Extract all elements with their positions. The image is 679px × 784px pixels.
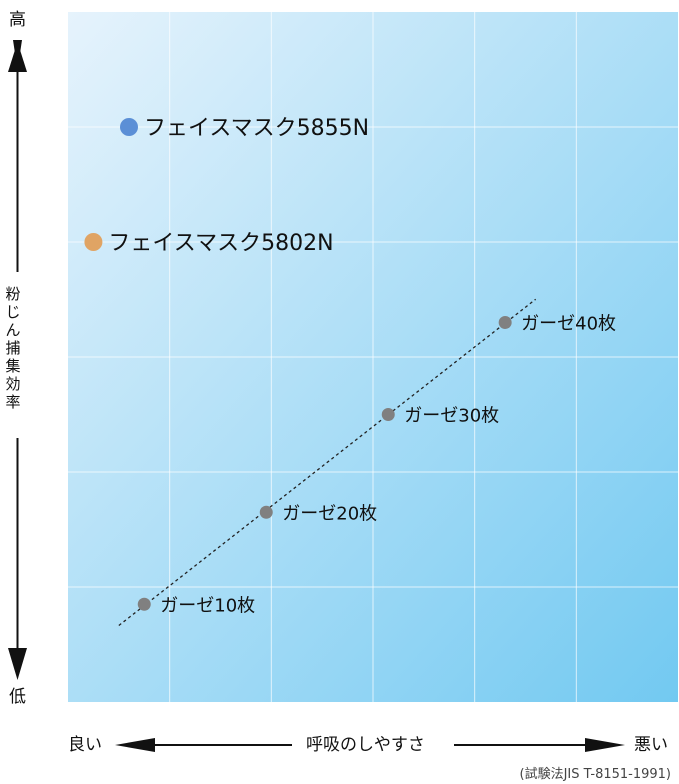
gauze-point-label: ガーゼ10枚 [160,595,255,616]
mask-point [120,118,138,136]
y-axis-title-char: 率 [5,393,21,411]
y-axis-title-char: 効 [5,375,21,393]
gauze-point [137,597,151,611]
gauze-point [259,505,273,519]
y-axis-title-char: 集 [5,357,21,375]
y-axis-title: 粉じん捕集効率 [5,285,21,411]
gridlines [68,12,678,702]
y-axis-title-char: 粉 [5,285,21,303]
y-axis-title-char: ん [5,321,21,339]
test-method-note: (試験法JIS T-8151-1991) [519,767,672,782]
gauze-trendline [118,298,537,627]
x-axis-title: 呼吸のしやすさ [306,735,425,755]
y-axis-bottom-arrowhead [8,648,27,680]
x-axis-right-arrowhead [585,738,625,752]
gauze-point [498,316,512,329]
gauze-point-label: ガーゼ30枚 [404,406,499,427]
y-axis-high-label: 高 [9,10,26,30]
gauze-point-label: ガーゼ40枚 [521,314,616,335]
gauze-point-label: ガーゼ20枚 [282,503,377,524]
y-axis-top-arrowhead [8,42,27,72]
y-axis-title-char: 捕 [5,339,21,357]
mask-point-label: フェイスマスク5802N [108,231,333,256]
y-axis-title-char: じ [5,303,21,321]
mask-point [84,233,103,251]
x-axis-low-label: 良い [68,735,102,755]
x-axis-high-label: 悪い [634,735,668,755]
data-points: フェイスマスク5855N フェイスマスク5802N ガーゼ10枚 ガーゼ20枚 ガーゼ3… [84,116,616,616]
gauze-point [381,408,395,421]
mask-point-label: フェイスマスク5855N [144,116,369,141]
y-axis-low-label: 低 [9,687,26,707]
x-axis-left-arrowhead [115,738,155,752]
